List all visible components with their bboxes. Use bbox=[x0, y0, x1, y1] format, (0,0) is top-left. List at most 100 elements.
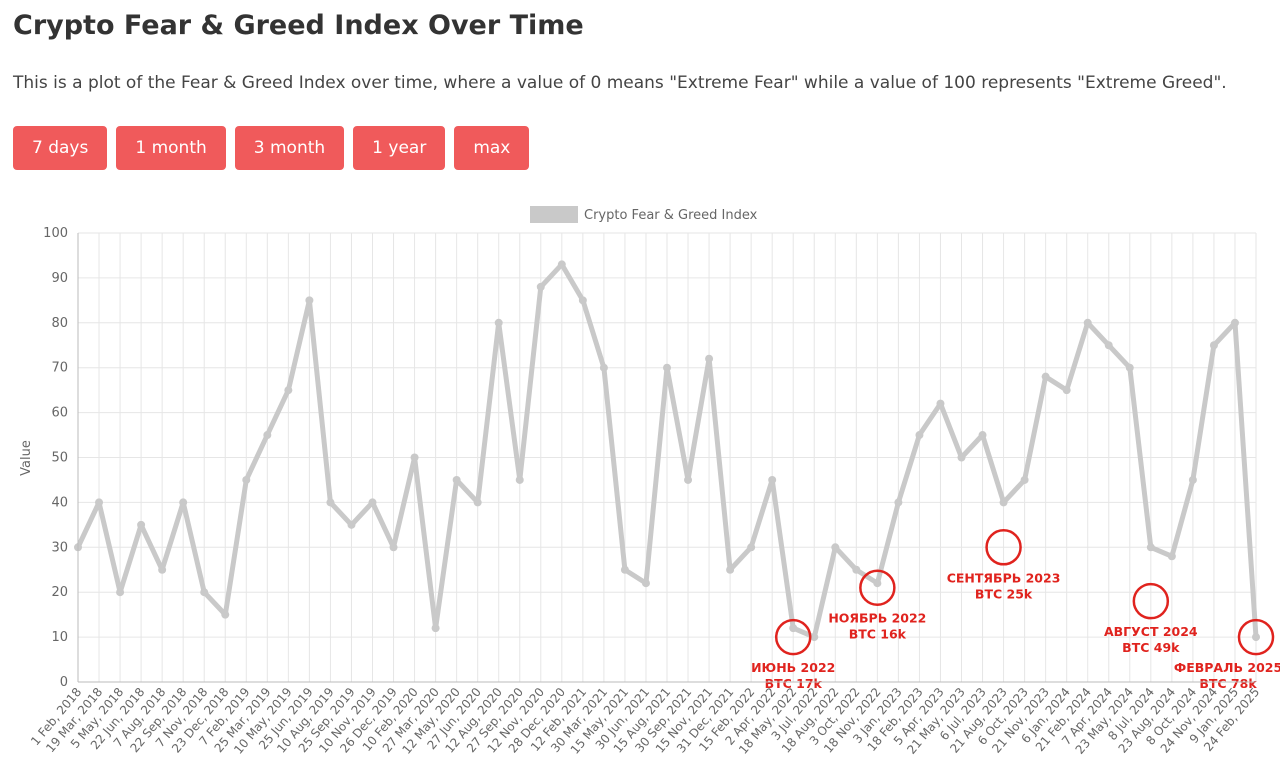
range-7-days-button[interactable]: 7 days bbox=[13, 126, 108, 170]
data-point[interactable] bbox=[221, 610, 230, 619]
annotation-label: НОЯБРЬ 2022 bbox=[828, 611, 926, 626]
fear-greed-chart: Crypto Fear & Greed Index Value 0 10 20 30 4… bbox=[19, 206, 1280, 757]
data-point[interactable] bbox=[284, 386, 293, 395]
data-point[interactable] bbox=[410, 453, 419, 462]
data-point[interactable] bbox=[1083, 318, 1092, 327]
y-tick-label: 90 bbox=[51, 271, 68, 286]
annotation-circle bbox=[1132, 582, 1170, 620]
legend-swatch bbox=[530, 206, 578, 223]
chart-legend[interactable]: Crypto Fear & Greed Index bbox=[530, 206, 758, 223]
data-point[interactable] bbox=[179, 498, 188, 507]
data-point[interactable] bbox=[158, 565, 167, 574]
data-point[interactable] bbox=[1146, 543, 1155, 552]
data-point[interactable] bbox=[705, 354, 714, 363]
annotation-label: ФЕВРАЛЬ 2025 bbox=[1174, 660, 1280, 675]
data-point[interactable] bbox=[810, 633, 819, 642]
annotation-sublabel: BTC 16k bbox=[849, 627, 907, 642]
data-point[interactable] bbox=[726, 565, 735, 574]
page-title: Crypto Fear & Greed Index Over Time bbox=[13, 10, 584, 41]
data-point[interactable] bbox=[1125, 363, 1134, 372]
data-point[interactable] bbox=[200, 588, 209, 597]
data-point[interactable] bbox=[789, 624, 798, 633]
data-point[interactable] bbox=[242, 475, 251, 484]
data-point[interactable] bbox=[1041, 372, 1050, 381]
data-point[interactable] bbox=[957, 453, 966, 462]
y-tick-label: 20 bbox=[51, 585, 68, 600]
annotation-sublabel: BTC 78k bbox=[1199, 676, 1257, 691]
data-point[interactable] bbox=[999, 498, 1008, 507]
data-point[interactable] bbox=[747, 543, 756, 552]
data-point[interactable] bbox=[368, 498, 377, 507]
data-point[interactable] bbox=[1252, 633, 1260, 642]
data-point[interactable] bbox=[95, 498, 104, 507]
data-point[interactable] bbox=[1167, 552, 1176, 561]
range-1-year-button[interactable]: 1 year bbox=[353, 126, 446, 170]
y-axis-ticks: 0 10 20 30 40 50 60 70 80 90 100 bbox=[43, 226, 68, 690]
data-point[interactable] bbox=[873, 579, 882, 588]
y-tick-label: 0 bbox=[60, 675, 68, 690]
y-tick-label: 30 bbox=[51, 540, 68, 555]
y-tick-label: 60 bbox=[51, 406, 68, 421]
data-point[interactable] bbox=[389, 543, 398, 552]
data-point[interactable] bbox=[641, 579, 650, 588]
data-point[interactable] bbox=[915, 431, 924, 440]
y-tick-label: 50 bbox=[51, 451, 68, 466]
data-point[interactable] bbox=[1230, 318, 1239, 327]
y-tick-label: 10 bbox=[51, 630, 68, 645]
y-tick-label: 100 bbox=[43, 226, 68, 241]
data-point[interactable] bbox=[831, 543, 840, 552]
annotation-sublabel: BTC 25k bbox=[975, 586, 1033, 601]
legend-label: Crypto Fear & Greed Index bbox=[584, 208, 758, 223]
data-point[interactable] bbox=[599, 363, 608, 372]
data-point[interactable] bbox=[684, 475, 693, 484]
y-tick-label: 40 bbox=[51, 495, 68, 510]
data-point[interactable] bbox=[936, 399, 945, 408]
data-point[interactable] bbox=[557, 260, 566, 269]
data-point[interactable] bbox=[515, 475, 524, 484]
data-point[interactable] bbox=[452, 475, 461, 484]
data-point[interactable] bbox=[263, 431, 272, 440]
range-button-group: 7 days 1 month 3 month 1 year max bbox=[13, 126, 530, 170]
data-point[interactable] bbox=[305, 296, 314, 305]
annotation-circle bbox=[859, 569, 896, 606]
data-point[interactable] bbox=[137, 520, 146, 529]
data-point[interactable] bbox=[978, 431, 987, 440]
range-3-month-button[interactable]: 3 month bbox=[234, 126, 345, 170]
data-point[interactable] bbox=[768, 475, 777, 484]
data-point[interactable] bbox=[494, 318, 503, 327]
data-point[interactable] bbox=[1209, 341, 1218, 350]
data-point[interactable] bbox=[894, 498, 903, 507]
annotation-circle bbox=[1237, 618, 1275, 656]
page-description: This is a plot of the Fear & Greed Index… bbox=[13, 73, 1227, 93]
data-point[interactable] bbox=[852, 565, 861, 574]
data-point[interactable] bbox=[1020, 475, 1029, 484]
annotation-label: ИЮНЬ 2022 bbox=[751, 660, 835, 675]
range-max-button[interactable]: max bbox=[454, 126, 530, 170]
annotation-label: СЕНТЯБРЬ 2023 bbox=[947, 570, 1061, 585]
data-series bbox=[74, 260, 1260, 642]
data-point[interactable] bbox=[620, 565, 629, 574]
annotation-sublabel: BTC 49k bbox=[1122, 640, 1180, 655]
annotation-label: АВГУСТ 2024 bbox=[1104, 624, 1198, 639]
data-point[interactable] bbox=[347, 520, 356, 529]
data-point[interactable] bbox=[578, 296, 587, 305]
data-point[interactable] bbox=[473, 498, 482, 507]
data-point[interactable] bbox=[326, 498, 335, 507]
data-point[interactable] bbox=[663, 363, 671, 372]
y-tick-label: 80 bbox=[51, 316, 68, 331]
data-point[interactable] bbox=[431, 624, 440, 633]
data-point[interactable] bbox=[536, 282, 545, 291]
range-1-month-button[interactable]: 1 month bbox=[116, 126, 226, 170]
data-point[interactable] bbox=[1062, 386, 1071, 395]
data-point[interactable] bbox=[1188, 475, 1197, 484]
y-tick-label: 70 bbox=[51, 361, 68, 376]
data-point[interactable] bbox=[1104, 341, 1113, 350]
data-point[interactable] bbox=[116, 588, 125, 597]
